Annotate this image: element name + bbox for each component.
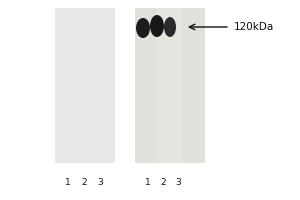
Ellipse shape [150, 15, 164, 37]
Bar [135, 8, 205, 163]
Bar [157, 8, 182, 163]
Bar [55, 8, 115, 163]
Ellipse shape [164, 17, 176, 37]
Text: 3: 3 [175, 178, 181, 187]
Ellipse shape [136, 18, 150, 38]
Text: 2: 2 [160, 178, 166, 187]
Text: 2: 2 [81, 178, 87, 187]
Text: 1: 1 [65, 178, 71, 187]
Text: 3: 3 [97, 178, 103, 187]
Text: 120kDa: 120kDa [234, 22, 274, 32]
Text: 1: 1 [145, 178, 151, 187]
